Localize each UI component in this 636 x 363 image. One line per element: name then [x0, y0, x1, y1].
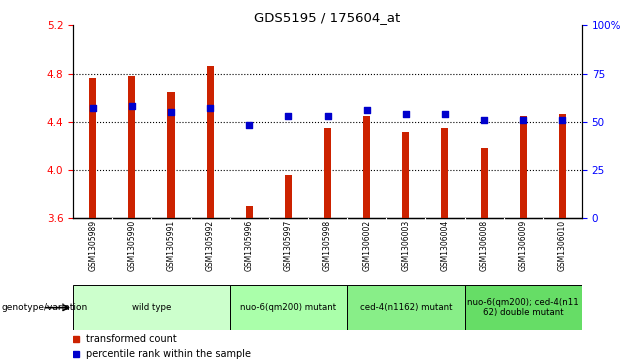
Text: GSM1305989: GSM1305989 — [88, 220, 97, 271]
Text: GSM1305997: GSM1305997 — [284, 220, 293, 271]
Bar — [403, 132, 410, 218]
Text: GSM1306009: GSM1306009 — [519, 220, 528, 271]
Bar — [347, 285, 464, 330]
Point — [88, 105, 98, 111]
Bar — [520, 115, 527, 218]
Text: nuo-6(qm200); ced-4(n11
62) double mutant: nuo-6(qm200); ced-4(n11 62) double mutan… — [467, 298, 579, 317]
Point — [205, 105, 215, 111]
Title: GDS5195 / 175604_at: GDS5195 / 175604_at — [254, 11, 401, 24]
Bar — [481, 148, 488, 218]
Bar — [73, 285, 230, 330]
Point — [557, 117, 567, 123]
Bar — [441, 128, 448, 218]
Point — [440, 111, 450, 117]
Text: GSM1305990: GSM1305990 — [127, 220, 136, 271]
Text: GSM1305996: GSM1305996 — [245, 220, 254, 271]
Text: GSM1305998: GSM1305998 — [323, 220, 332, 271]
Bar — [285, 175, 292, 218]
Point — [166, 109, 176, 115]
Bar — [363, 115, 370, 218]
Point — [401, 111, 411, 117]
Point — [322, 113, 333, 119]
Text: GSM1305992: GSM1305992 — [205, 220, 214, 271]
Text: wild type: wild type — [132, 303, 171, 312]
Point — [362, 107, 372, 113]
Text: GSM1306004: GSM1306004 — [441, 220, 450, 271]
Text: GSM1306003: GSM1306003 — [401, 220, 410, 271]
Bar — [230, 285, 347, 330]
Text: GSM1305991: GSM1305991 — [167, 220, 176, 271]
Bar — [464, 285, 582, 330]
Bar — [89, 78, 96, 218]
Text: transformed count: transformed count — [86, 334, 177, 344]
Bar — [559, 114, 566, 218]
Bar — [128, 76, 135, 218]
Bar — [207, 66, 214, 218]
Text: percentile rank within the sample: percentile rank within the sample — [86, 350, 251, 359]
Point — [479, 117, 489, 123]
Bar — [167, 91, 174, 218]
Text: GSM1306008: GSM1306008 — [480, 220, 488, 271]
Text: nuo-6(qm200) mutant: nuo-6(qm200) mutant — [240, 303, 336, 312]
Text: GSM1306002: GSM1306002 — [362, 220, 371, 271]
Bar — [245, 206, 252, 218]
Text: genotype/variation: genotype/variation — [1, 303, 88, 312]
Point — [283, 113, 293, 119]
Point — [518, 117, 529, 123]
Bar — [324, 128, 331, 218]
Point — [244, 123, 254, 129]
Point — [127, 103, 137, 109]
Text: GSM1306010: GSM1306010 — [558, 220, 567, 271]
Text: ced-4(n1162) mutant: ced-4(n1162) mutant — [359, 303, 452, 312]
